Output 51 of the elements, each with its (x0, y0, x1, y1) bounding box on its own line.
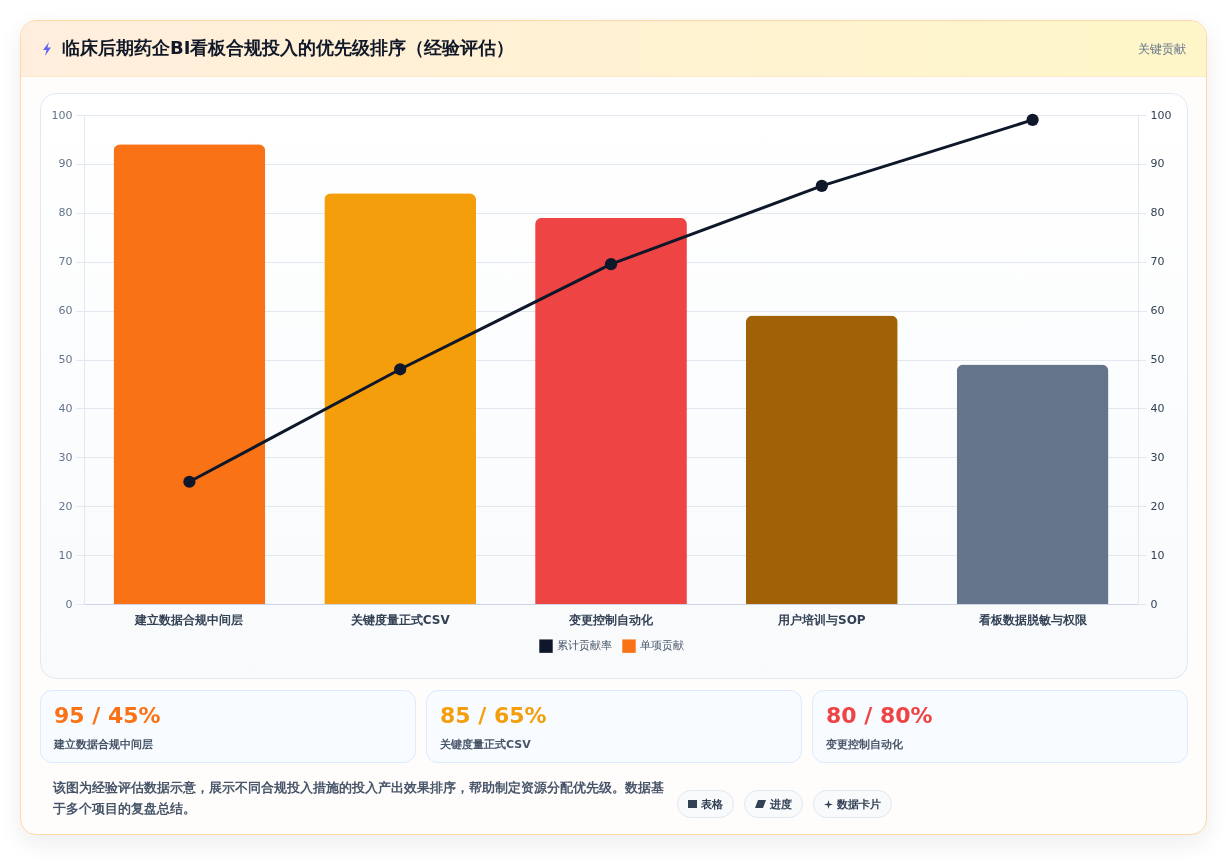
y2-tick-label: 30 (1150, 450, 1165, 464)
y2-tick-label: 50 (1150, 353, 1165, 366)
point (815, 179, 828, 193)
y-tick-label: 70 (58, 255, 73, 269)
x-tick-label: 用户培训与SOP (776, 612, 866, 627)
text: 关键贡献 (1138, 41, 1186, 58)
bar (113, 144, 266, 604)
y-tick-label: 90 (58, 157, 73, 171)
y-tick-label: 80 (58, 206, 73, 220)
point (604, 258, 618, 271)
x-tick-label: 关键度量正式CSV (349, 612, 451, 627)
x-tick-label: 变更控制自动化 (568, 612, 654, 627)
button: 表格 (677, 790, 734, 818)
y2-tick-label: 0 (1150, 597, 1158, 611)
y-tick-label: 60 (58, 304, 73, 318)
x-tick-label: 建立数据合规中间层 (134, 612, 244, 627)
text: 该图为经验评估数据示意，展示不同合规投入措施的投入产出效果排序，帮助制定资源分配优先级。数据基于多个项目的复盘总结。 (53, 779, 665, 818)
y-tick-label: 100 (51, 108, 73, 122)
y2-tick-label: 60 (1150, 304, 1165, 318)
bar (956, 364, 1109, 604)
text: 80 / 80% (826, 703, 933, 728)
text: 85 / 65% (440, 703, 547, 728)
point (1026, 113, 1039, 126)
chart-title: 临床后期药企BI看板合规投入的优先级排序（经验评估） (62, 36, 515, 60)
button: 数据卡片 (813, 790, 892, 818)
bar (745, 315, 898, 604)
text: 变更控制自动化 (826, 737, 903, 752)
y2-tick-label: 90 (1150, 157, 1165, 171)
y-tick-label: 30 (58, 450, 73, 464)
button: 进度 (744, 790, 803, 818)
y2-tick-label: 10 (1150, 548, 1165, 562)
y-tick-label: 0 (65, 597, 73, 611)
y-tick-label: 50 (58, 353, 73, 366)
y2-tick-label: 70 (1150, 255, 1165, 269)
text: 关键度量正式CSV (440, 737, 531, 752)
y2-tick-label: 40 (1150, 401, 1165, 415)
y2-tick-label: 100 (1150, 108, 1172, 122)
text: 95 / 45% (54, 703, 161, 728)
y2-tick-label: 80 (1150, 206, 1165, 220)
x-tick-label: 看板数据脱敏与权限 (977, 612, 1088, 627)
text: 建立数据合规中间层 (54, 737, 153, 752)
legend-label: 单项贡献 (640, 639, 684, 653)
y-tick-label: 20 (58, 499, 73, 513)
y-tick-label: 40 (58, 401, 73, 415)
legend-label: 累计贡献率 (557, 639, 612, 653)
y2-tick-label: 20 (1150, 499, 1165, 513)
y-tick-label: 10 (58, 548, 73, 562)
point (394, 363, 407, 376)
bar (324, 193, 477, 604)
point (183, 475, 196, 488)
bar (535, 217, 687, 604)
